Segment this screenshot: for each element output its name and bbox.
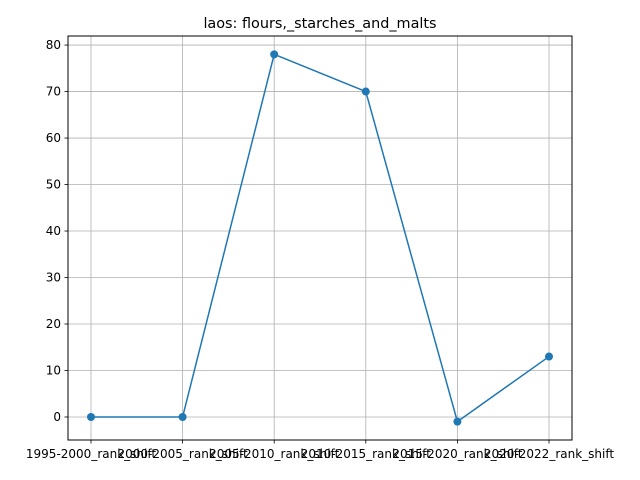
data-point	[270, 50, 279, 59]
y-tick-label: 0	[53, 410, 61, 424]
y-tick-label: 30	[46, 271, 61, 285]
x-tick-label: 1995-2000_rank_shift	[26, 447, 156, 461]
plot-frame	[67, 35, 573, 441]
x-tick-label: 2015-2020_rank_shift	[392, 447, 522, 461]
y-axis: 0 10 20 30 40 50 60 70 80	[46, 38, 68, 424]
x-tick-label: 2020-2022_rank_shift	[484, 447, 614, 461]
chart-title: laos: flours,_starches_and_malts	[203, 16, 436, 32]
x-axis: 1995-2000_rank_shift2000-2005_rank_shift…	[26, 440, 614, 461]
x-tick-label: 2005-2010_rank_shift	[209, 447, 339, 461]
y-tick-label: 40	[46, 224, 61, 238]
x-tick-label: 2010-2015_rank_shift	[301, 447, 431, 461]
data-series	[87, 50, 553, 426]
data-point	[87, 412, 95, 421]
series-line	[91, 53, 550, 423]
data-point	[453, 417, 462, 426]
data-point	[178, 412, 187, 421]
y-tick-label: 20	[46, 317, 61, 331]
y-tick-label: 70	[46, 85, 61, 99]
x-tick-label: 2000-2005_rank_shift	[118, 447, 248, 461]
y-tick-label: 60	[46, 131, 61, 145]
grid-lines	[68, 36, 572, 440]
data-point	[545, 352, 553, 361]
y-tick-label: 50	[46, 178, 61, 192]
y-tick-label: 10	[46, 363, 61, 377]
y-tick-label: 80	[46, 38, 61, 52]
data-point	[361, 87, 370, 96]
